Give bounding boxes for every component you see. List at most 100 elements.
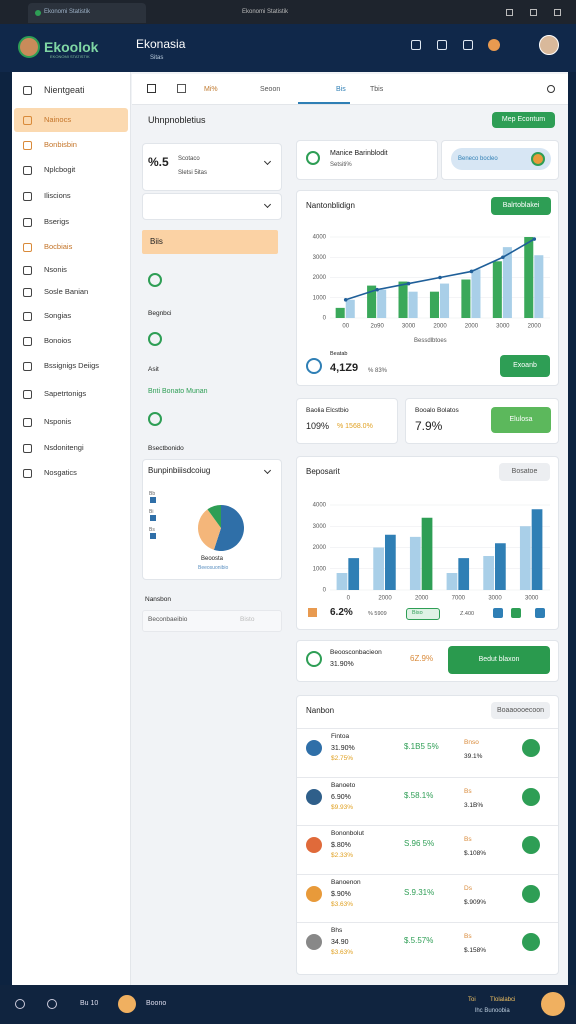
y-tick-label: 1000 [313, 295, 327, 301]
bar [409, 536, 421, 590]
row-sub-accent: $9.93% [331, 803, 354, 811]
input[interactable] [142, 610, 282, 632]
stat-value: 7.9% [415, 419, 443, 433]
row-tag-sub: $.158% [464, 947, 487, 954]
bar [519, 526, 531, 590]
sidebar-icon [23, 116, 32, 125]
row-name: Bhs [331, 927, 343, 934]
bottom-right: Toi [468, 997, 476, 1003]
x-tick-label: 2000 [528, 324, 542, 330]
toolbar-doc[interactable] [177, 84, 186, 93]
bottom-bar [0, 985, 576, 1024]
sidebar-item[interactable]: Sapetrtonigs [44, 389, 87, 398]
sidebar-item[interactable]: Nientgeati [44, 85, 85, 95]
line-point [501, 255, 505, 260]
list-button[interactable] [491, 702, 550, 719]
row-tag: Bs [464, 787, 472, 795]
row-tag: Bs [464, 836, 472, 843]
row-divider [297, 922, 558, 923]
toolbar-home[interactable] [147, 84, 156, 93]
row-sub: 6.90% [331, 793, 351, 801]
chart-button-label: Balrtoblakei [502, 202, 540, 209]
window-control [530, 9, 537, 16]
sidebar-icon [23, 312, 32, 321]
promo-title: Beoosconbacieon [330, 649, 382, 656]
bar [377, 289, 387, 318]
search-text: Beneco bocleo [458, 156, 498, 162]
stat-value: 109% [306, 421, 330, 431]
toolbar-tab[interactable]: Tbis [370, 86, 384, 93]
search-pill[interactable] [451, 148, 551, 170]
promo-value: 6Z.9% [410, 654, 434, 663]
line-point [406, 281, 411, 286]
chart-button[interactable] [491, 197, 551, 215]
x-tick-label: 2o90 [370, 324, 384, 330]
chart-footer-button[interactable] [500, 355, 550, 377]
active-item[interactable] [142, 230, 278, 254]
pie-card-title: Bunpinbiiisdcoiug [148, 466, 211, 475]
row-name: Fintoa [331, 733, 350, 740]
footer-value: 4,1Z9 [330, 362, 359, 374]
sidebar-item[interactable]: Bocbiais [44, 242, 73, 251]
row-sub-accent: $2.33% [331, 852, 354, 859]
header-icon[interactable] [437, 40, 447, 50]
legend-label: Bi [149, 509, 154, 515]
sidebar-item[interactable]: Bserigs [44, 217, 70, 226]
bar [408, 291, 418, 318]
chart-button[interactable] [499, 463, 550, 481]
row-value: S.96 5% [404, 839, 435, 848]
sidebar-icon [23, 469, 32, 478]
stat-delta: % 1568.0% [337, 423, 373, 430]
list-button-label: Boaaoooecoon [496, 706, 545, 714]
summary-card [296, 140, 438, 180]
toolbar-tab[interactable]: Mi% [204, 86, 218, 93]
row-icon [306, 934, 322, 950]
window-control [554, 9, 561, 16]
left-link[interactable]: Bnti Bonato Munan [148, 388, 208, 395]
toolbar-tab[interactable]: Bis [336, 86, 346, 93]
x-tick-label: 00 [342, 324, 349, 330]
bar [373, 547, 384, 590]
sidebar-icon [23, 218, 32, 227]
sidebar-item[interactable]: Sosle Banian [44, 287, 89, 296]
sidebar-icon [23, 192, 32, 201]
sidebar-item[interactable]: Nsonis [44, 265, 67, 274]
header-icon[interactable] [411, 40, 421, 50]
footer-sub: % 5909 [368, 611, 387, 617]
sidebar-item[interactable]: Iliscions [44, 191, 71, 200]
y-tick-label: 1000 [313, 566, 327, 572]
toolbar-tab[interactable]: Seoon [260, 86, 281, 93]
tab-title: Ekonomi Statistik [44, 9, 91, 15]
axis-note: Bessdlbtoes [414, 338, 447, 344]
row-divider [297, 825, 558, 826]
notify-icon [488, 39, 500, 51]
list-title: Nanbon [306, 706, 335, 715]
legend-label: Bs [149, 527, 155, 533]
header-icon[interactable] [463, 40, 473, 50]
sidebar-item[interactable]: Bssignigs Deiigs [44, 361, 100, 370]
footer-delta: % 83% [368, 368, 388, 374]
active-item-label: Biis [150, 237, 163, 246]
sidebar-item[interactable]: Nosgatics [44, 468, 77, 477]
promo-icon [306, 651, 322, 667]
status-icon [148, 412, 162, 426]
row-value: $.58.1% [404, 790, 434, 800]
sidebar-item[interactable]: Nsdonitengi [44, 443, 84, 452]
primary-button[interactable] [492, 112, 555, 128]
legend-swatch [150, 515, 156, 521]
stat-button[interactable] [491, 407, 551, 433]
sidebar-item[interactable]: Songias [44, 311, 72, 320]
window-control [506, 9, 513, 16]
sidebar-item[interactable]: Nplcbogit [44, 165, 76, 174]
sidebar-item[interactable]: Nainocs [44, 115, 72, 124]
select-value: %.5 [148, 155, 169, 169]
sidebar-item[interactable]: Nsponis [44, 417, 72, 426]
row-tag-sub: 3.1B% [464, 801, 484, 809]
row-icon [306, 788, 322, 805]
row-name: Bononbolut [331, 830, 364, 837]
y-tick-label: 0 [323, 588, 327, 594]
sidebar-icon [23, 390, 32, 399]
sidebar-item[interactable]: Bonoios [44, 336, 72, 345]
promo-button[interactable] [448, 646, 550, 674]
sidebar-item[interactable]: Bonbisbin [44, 140, 77, 149]
